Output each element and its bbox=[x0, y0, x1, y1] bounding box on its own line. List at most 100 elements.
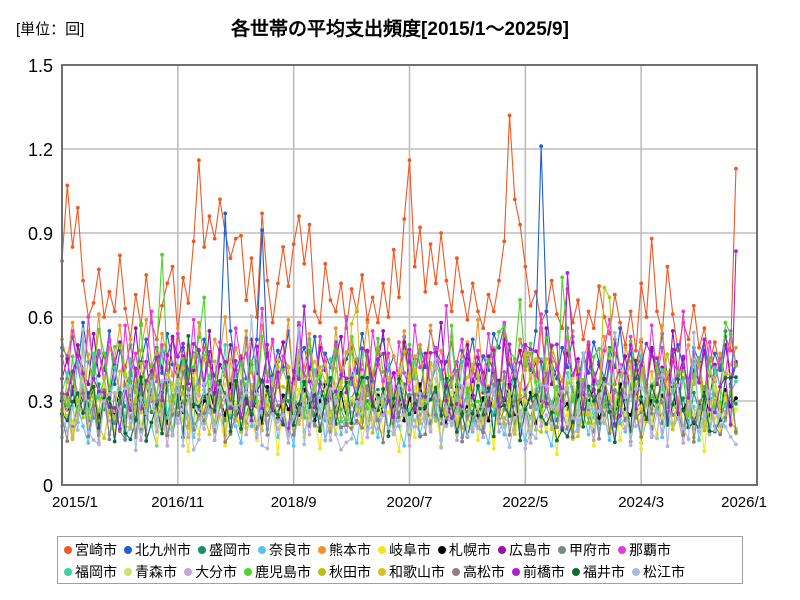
legend-marker-icon bbox=[378, 546, 386, 554]
series-marker bbox=[549, 410, 554, 415]
series-marker bbox=[112, 439, 117, 444]
series-marker bbox=[597, 284, 601, 289]
series-marker bbox=[286, 441, 291, 445]
series-marker bbox=[628, 443, 633, 448]
series-marker bbox=[118, 323, 122, 328]
series-marker bbox=[607, 347, 612, 352]
series-marker bbox=[518, 337, 522, 342]
series-marker bbox=[428, 351, 433, 355]
series-marker bbox=[591, 424, 596, 429]
series-marker bbox=[454, 359, 459, 364]
series-marker bbox=[265, 278, 270, 283]
series-marker bbox=[502, 425, 507, 430]
series-marker bbox=[581, 377, 586, 382]
series-marker bbox=[175, 413, 180, 417]
legend-item-盛岡市[interactable]: 盛岡市 bbox=[198, 543, 251, 557]
series-marker bbox=[318, 320, 322, 325]
series-marker bbox=[75, 205, 80, 210]
series-marker bbox=[381, 369, 386, 374]
series-marker bbox=[702, 394, 707, 399]
series-marker bbox=[223, 394, 228, 399]
series-marker bbox=[544, 413, 549, 417]
series-marker bbox=[676, 410, 680, 415]
legend-item-福井市[interactable]: 福井市 bbox=[572, 565, 625, 579]
series-marker bbox=[370, 329, 375, 333]
series-marker bbox=[154, 402, 159, 407]
series-marker bbox=[602, 285, 607, 290]
legend-item-福岡市[interactable]: 福岡市 bbox=[64, 565, 117, 579]
series-marker bbox=[539, 382, 544, 387]
series-marker bbox=[365, 427, 370, 432]
series-marker bbox=[181, 341, 186, 346]
series-marker bbox=[491, 446, 496, 451]
series-marker bbox=[107, 437, 112, 442]
legend-item-広島市[interactable]: 広島市 bbox=[498, 543, 551, 557]
series-marker bbox=[139, 348, 143, 353]
legend-item-秋田市[interactable]: 秋田市 bbox=[318, 565, 371, 579]
legend-item-鹿児島市[interactable]: 鹿児島市 bbox=[244, 565, 311, 579]
series-marker bbox=[528, 373, 533, 377]
legend-item-宮崎市[interactable]: 宮崎市 bbox=[64, 543, 117, 557]
series-marker bbox=[107, 392, 112, 396]
series-marker bbox=[618, 391, 623, 396]
series-marker bbox=[670, 377, 675, 382]
legend-item-熊本市[interactable]: 熊本市 bbox=[318, 543, 371, 557]
legend-item-那覇市[interactable]: 那覇市 bbox=[618, 543, 671, 557]
legend-item-大分市[interactable]: 大分市 bbox=[184, 565, 237, 579]
legend-item-前橋市[interactable]: 前橋市 bbox=[512, 565, 565, 579]
series-marker bbox=[149, 309, 154, 314]
series-marker bbox=[623, 371, 628, 375]
series-marker bbox=[549, 344, 554, 348]
legend-item-松江市[interactable]: 松江市 bbox=[632, 565, 685, 579]
series-marker bbox=[728, 375, 733, 380]
series-marker bbox=[286, 284, 291, 289]
legend-item-青森市[interactable]: 青森市 bbox=[124, 565, 177, 579]
series-marker bbox=[512, 377, 517, 382]
series-marker bbox=[549, 427, 554, 432]
legend-marker-icon bbox=[198, 546, 206, 554]
series-marker bbox=[102, 374, 107, 379]
series-marker bbox=[149, 396, 154, 401]
legend-item-北九州市[interactable]: 北九州市 bbox=[124, 543, 191, 557]
legend-marker-icon bbox=[244, 568, 252, 576]
series-marker bbox=[344, 376, 349, 381]
series-marker bbox=[254, 344, 259, 349]
legend-item-岐阜市[interactable]: 岐阜市 bbox=[378, 543, 431, 557]
series-marker bbox=[328, 426, 333, 431]
series-marker bbox=[281, 399, 286, 404]
series-marker bbox=[702, 449, 707, 454]
series-marker bbox=[354, 441, 359, 445]
series-marker bbox=[565, 421, 570, 426]
series-marker bbox=[665, 370, 670, 375]
series-marker bbox=[576, 359, 580, 364]
series-marker bbox=[634, 407, 638, 411]
series-marker bbox=[591, 326, 596, 331]
legend-label: 松江市 bbox=[643, 564, 685, 580]
legend-item-高松市[interactable]: 高松市 bbox=[452, 565, 505, 579]
series-marker bbox=[360, 425, 365, 430]
series-marker bbox=[239, 233, 243, 238]
series-marker bbox=[139, 438, 143, 443]
series-marker bbox=[370, 430, 375, 435]
legend-item-甲府市[interactable]: 甲府市 bbox=[558, 543, 611, 557]
legend-item-和歌山市[interactable]: 和歌山市 bbox=[378, 565, 445, 579]
series-marker bbox=[402, 329, 407, 333]
series-marker bbox=[65, 403, 70, 408]
series-marker bbox=[470, 429, 475, 434]
series-marker bbox=[707, 407, 712, 412]
series-marker bbox=[291, 423, 296, 427]
legend-item-奈良市[interactable]: 奈良市 bbox=[258, 543, 311, 557]
series-marker bbox=[223, 211, 228, 216]
series-marker bbox=[407, 429, 412, 434]
series-marker bbox=[586, 309, 591, 314]
legend-item-札幌市[interactable]: 札幌市 bbox=[438, 543, 491, 557]
series-marker bbox=[323, 261, 328, 266]
series-marker bbox=[160, 379, 164, 383]
series-marker bbox=[196, 335, 201, 340]
series-marker bbox=[376, 400, 380, 405]
series-marker bbox=[681, 408, 686, 413]
series-marker bbox=[270, 320, 275, 325]
series-marker bbox=[318, 334, 322, 339]
series-marker bbox=[707, 432, 712, 437]
series-marker bbox=[339, 334, 343, 339]
